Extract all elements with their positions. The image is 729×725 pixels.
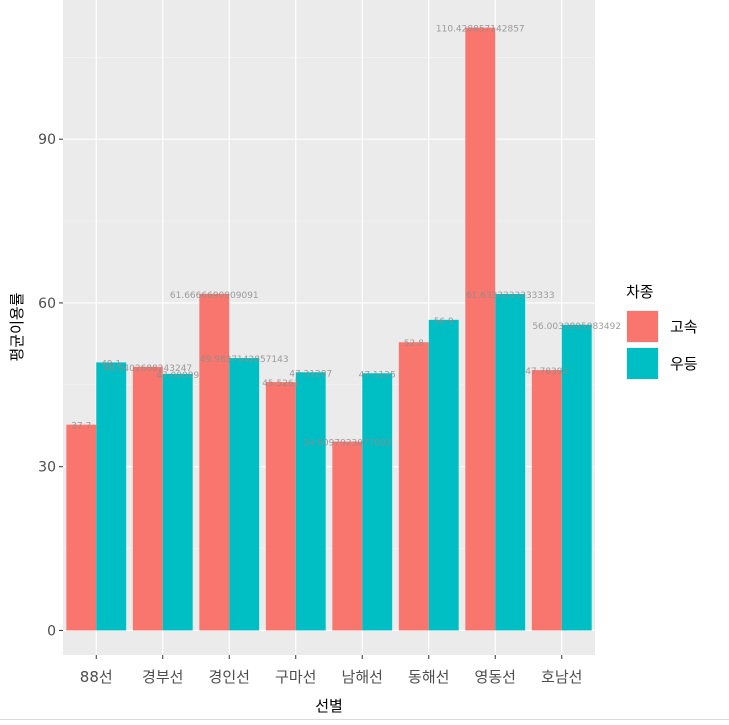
legend-swatch	[627, 311, 658, 342]
x-axis: 88선 경부선 경인선 구마선 남해선 동해선 영동선 호남선	[80, 655, 582, 686]
bar-고속-영동선	[465, 27, 496, 631]
legend-label: 고속	[670, 318, 698, 336]
x-tick-label: 호남선	[541, 668, 582, 686]
value-labels: 37.7 48.3402688243247 61.6666690909091 45.5…	[71, 25, 621, 449]
value-label: 47.00009	[156, 371, 199, 381]
value-label: 47.31287	[289, 369, 332, 379]
x-tick-label: 경인선	[209, 668, 250, 686]
bar-우등-영동선	[495, 294, 526, 631]
x-tick-label: 동해선	[408, 668, 449, 686]
y-tick-label: 0	[47, 623, 56, 639]
value-label: 61.6666690909091	[170, 291, 259, 301]
value-label: 47.1125	[359, 370, 396, 380]
bar-우등-경부선	[162, 373, 193, 631]
y-tick-label: 30	[38, 460, 56, 476]
bar-우등-경인선	[229, 358, 260, 631]
x-tick-label: 구마선	[275, 668, 316, 686]
x-tick-label: 경부선	[142, 668, 183, 686]
value-label: 49.9837142857143	[200, 355, 289, 365]
value-label: 110.428857142857	[436, 25, 525, 35]
value-label: 34.6097923077092	[303, 439, 392, 449]
y-tick-label: 90	[38, 132, 56, 148]
bar-우등-호남선	[561, 324, 592, 631]
bar-고속-동해선	[398, 342, 429, 631]
value-label: 52.8	[404, 339, 424, 349]
legend-swatch	[627, 348, 658, 379]
legend-label: 우등	[670, 355, 698, 373]
bar-우등-남해선	[362, 373, 393, 631]
value-label: 45.5261	[262, 379, 299, 389]
value-label: 37.7	[71, 422, 91, 432]
value-label: 47.78392	[525, 367, 568, 377]
bar-고속-호남선	[531, 370, 562, 631]
value-label: 56.0033805083492	[532, 322, 621, 332]
bar-우등-88선	[96, 362, 127, 631]
value-label: 56.9	[434, 317, 454, 327]
y-axis-title: 평균이용률	[8, 292, 26, 361]
x-tick-label: 남해선	[342, 668, 383, 686]
bar-고속-88선	[66, 424, 97, 631]
x-tick-label: 영동선	[475, 668, 516, 686]
y-tick-label: 60	[38, 296, 56, 312]
x-tick-label: 88선	[80, 668, 113, 686]
bar-우등-동해선	[428, 319, 459, 631]
bar-고속-경인선	[199, 293, 230, 631]
bar-고속-경부선	[132, 366, 163, 631]
bottom-divider	[0, 719, 729, 720]
x-axis-title: 선별	[315, 697, 343, 715]
legend-title: 차종	[626, 283, 654, 301]
value-label: 61.6333333333333	[466, 291, 555, 301]
value-label: 48.3402688243247	[103, 364, 192, 374]
bar-고속-남해선	[332, 441, 363, 631]
y-axis: 0 30 60 90	[38, 132, 63, 639]
bar-우등-구마선	[295, 372, 326, 631]
value-label: 49.1	[101, 359, 121, 369]
bars	[66, 27, 592, 631]
bar-고속-구마선	[265, 382, 296, 631]
